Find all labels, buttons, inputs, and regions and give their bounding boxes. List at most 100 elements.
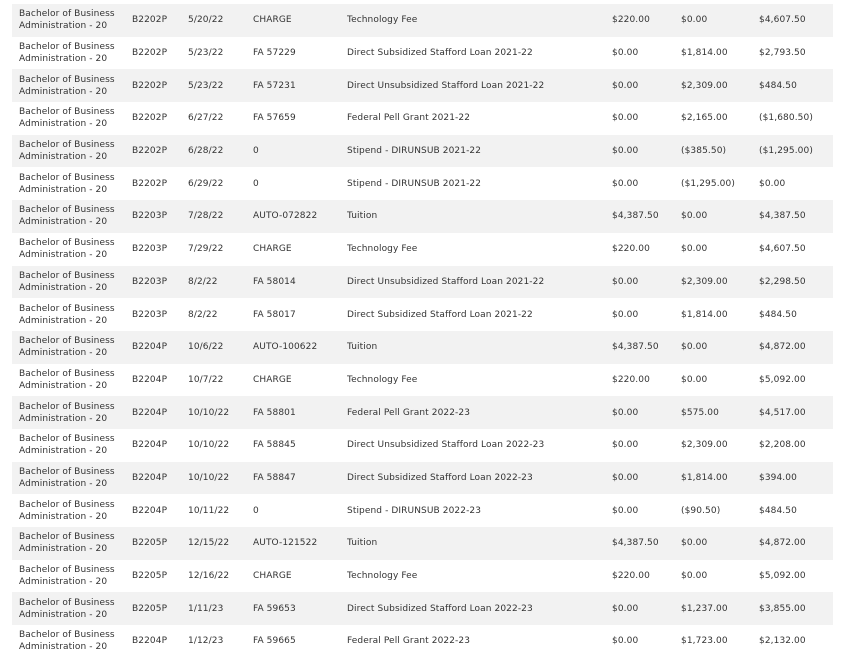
date-cell: 12/16/22 — [188, 560, 253, 593]
term-cell: B2202P — [132, 4, 188, 37]
term-cell: B2204P — [132, 331, 188, 364]
reference-cell: 0 — [253, 167, 347, 200]
program-cell: Bachelor of Business Administration - 20 — [12, 429, 132, 462]
ledger-row: Bachelor of Business Administration - 20… — [12, 4, 833, 37]
balance: ($1,680.50) — [759, 113, 813, 124]
description: Stipend - DIRUNSUB 2021-22 — [347, 146, 482, 157]
date: 10/7/22 — [188, 374, 224, 385]
balance: $0.00 — [759, 178, 786, 189]
payment: ($385.50) — [681, 146, 727, 157]
payment: ($90.50) — [681, 505, 721, 516]
date-cell: 10/6/22 — [188, 331, 253, 364]
charge: $4,387.50 — [612, 211, 659, 222]
reference: FA 59653 — [253, 603, 296, 614]
program: Bachelor of Business Administration - 20 — [19, 303, 115, 326]
description: Stipend - DIRUNSUB 2021-22 — [347, 178, 482, 189]
description-cell: Tuition — [347, 200, 612, 233]
charge-cell: $0.00 — [612, 462, 681, 495]
charge: $0.00 — [612, 440, 639, 451]
date-cell: 5/20/22 — [188, 4, 253, 37]
date: 5/20/22 — [188, 15, 224, 26]
term: B2202P — [132, 113, 168, 124]
payment: $0.00 — [681, 571, 708, 582]
program: Bachelor of Business Administration - 20 — [19, 336, 115, 359]
term-cell: B2203P — [132, 266, 188, 299]
program: Bachelor of Business Administration - 20 — [19, 565, 115, 588]
ledger-row: Bachelor of Business Administration - 20… — [12, 69, 833, 103]
term-cell: B2202P — [132, 69, 188, 102]
charge: $220.00 — [612, 571, 650, 582]
description: Direct Subsidized Stafford Loan 2021-22 — [347, 48, 533, 59]
reference-cell: CHARGE — [253, 364, 347, 397]
description-cell: Federal Pell Grant 2022-23 — [347, 396, 612, 429]
charge: $220.00 — [612, 244, 650, 255]
term: B2202P — [132, 178, 168, 189]
term: B2204P — [132, 636, 168, 647]
description: Direct Subsidized Stafford Loan 2022-23 — [347, 472, 533, 483]
reference-cell: AUTO-100622 — [253, 331, 347, 364]
description: Direct Subsidized Stafford Loan 2022-23 — [347, 603, 533, 614]
payment-cell: $0.00 — [681, 527, 759, 560]
charge-cell: $220.00 — [612, 364, 681, 397]
charge-cell: $0.00 — [612, 429, 681, 462]
reference: CHARGE — [253, 15, 292, 26]
payment-cell: ($385.50) — [681, 135, 759, 168]
reference: FA 59665 — [253, 636, 296, 647]
description-cell: Direct Unsubsidized Stafford Loan 2022-2… — [347, 429, 612, 462]
balance: $5,092.00 — [759, 374, 806, 385]
ledger-row: Bachelor of Business Administration - 20… — [12, 461, 833, 495]
program-cell: Bachelor of Business Administration - 20 — [12, 560, 132, 593]
term: B2203P — [132, 211, 168, 222]
date: 12/15/22 — [188, 538, 230, 549]
ledger-row: Bachelor of Business Administration - 20… — [12, 592, 833, 626]
description: Stipend - DIRUNSUB 2022-23 — [347, 505, 482, 516]
ledger-row: Bachelor of Business Administration - 20… — [12, 298, 833, 331]
charge-cell: $0.00 — [612, 102, 681, 135]
date-cell: 7/28/22 — [188, 200, 253, 233]
term: B2204P — [132, 472, 168, 483]
description-cell: Technology Fee — [347, 233, 612, 266]
charge: $0.00 — [612, 276, 639, 287]
program: Bachelor of Business Administration - 20 — [19, 140, 115, 163]
term: B2204P — [132, 440, 168, 451]
description: Technology Fee — [347, 15, 418, 26]
ledger-row: Bachelor of Business Administration - 20… — [12, 396, 833, 429]
term: B2203P — [132, 244, 168, 255]
ledger-row: Bachelor of Business Administration - 20… — [12, 560, 833, 593]
term: B2204P — [132, 407, 168, 418]
reference: FA 58801 — [253, 407, 296, 418]
program-cell: Bachelor of Business Administration - 20 — [12, 37, 132, 70]
reference-cell: 0 — [253, 494, 347, 527]
program: Bachelor of Business Administration - 20 — [19, 466, 115, 489]
charge-cell: $0.00 — [612, 592, 681, 625]
description: Tuition — [347, 342, 378, 353]
date-cell: 1/12/23 — [188, 625, 253, 658]
payment-cell: $0.00 — [681, 560, 759, 593]
balance-cell: $4,517.00 — [759, 396, 833, 429]
payment-cell: $1,237.00 — [681, 592, 759, 625]
balance: $484.50 — [759, 505, 797, 516]
charge-cell: $4,387.50 — [612, 200, 681, 233]
description-cell: Tuition — [347, 527, 612, 560]
date: 12/16/22 — [188, 571, 230, 582]
reference-cell: CHARGE — [253, 560, 347, 593]
reference-cell: FA 57229 — [253, 37, 347, 70]
charge-cell: $4,387.50 — [612, 527, 681, 560]
reference-cell: 0 — [253, 135, 347, 168]
ledger-row: Bachelor of Business Administration - 20… — [12, 625, 833, 658]
program: Bachelor of Business Administration - 20 — [19, 532, 115, 555]
date-cell: 7/29/22 — [188, 233, 253, 266]
term-cell: B2204P — [132, 364, 188, 397]
date: 1/11/23 — [188, 603, 224, 614]
charge: $0.00 — [612, 407, 639, 418]
description-cell: Direct Subsidized Stafford Loan 2021-22 — [347, 298, 612, 331]
payment: ($1,295.00) — [681, 178, 735, 189]
ledger-row: Bachelor of Business Administration - 20… — [12, 265, 833, 299]
charge-cell: $4,387.50 — [612, 331, 681, 364]
reference: AUTO-072822 — [253, 211, 318, 222]
charge-cell: $0.00 — [612, 37, 681, 70]
term: B2205P — [132, 538, 168, 549]
balance: $4,607.50 — [759, 15, 806, 26]
program: Bachelor of Business Administration - 20 — [19, 270, 115, 293]
reference-cell: FA 58014 — [253, 266, 347, 299]
